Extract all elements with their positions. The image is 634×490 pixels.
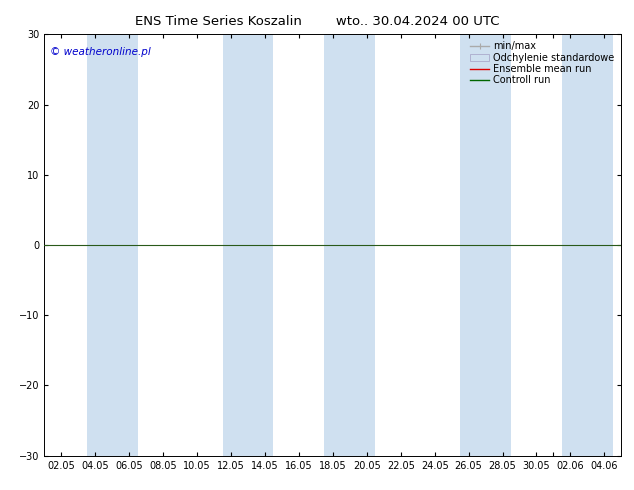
Bar	[562, 34, 613, 456]
Bar	[87, 34, 138, 456]
Text: © weatheronline.pl: © weatheronline.pl	[50, 47, 151, 57]
Text: ENS Time Series Koszalin        wto.. 30.04.2024 00 UTC: ENS Time Series Koszalin wto.. 30.04.202…	[135, 15, 499, 28]
Legend: min/max, Odchylenie standardowe, Ensemble mean run, Controll run: min/max, Odchylenie standardowe, Ensembl…	[468, 39, 616, 87]
Bar	[223, 34, 273, 456]
Bar	[325, 34, 375, 456]
Bar	[460, 34, 511, 456]
